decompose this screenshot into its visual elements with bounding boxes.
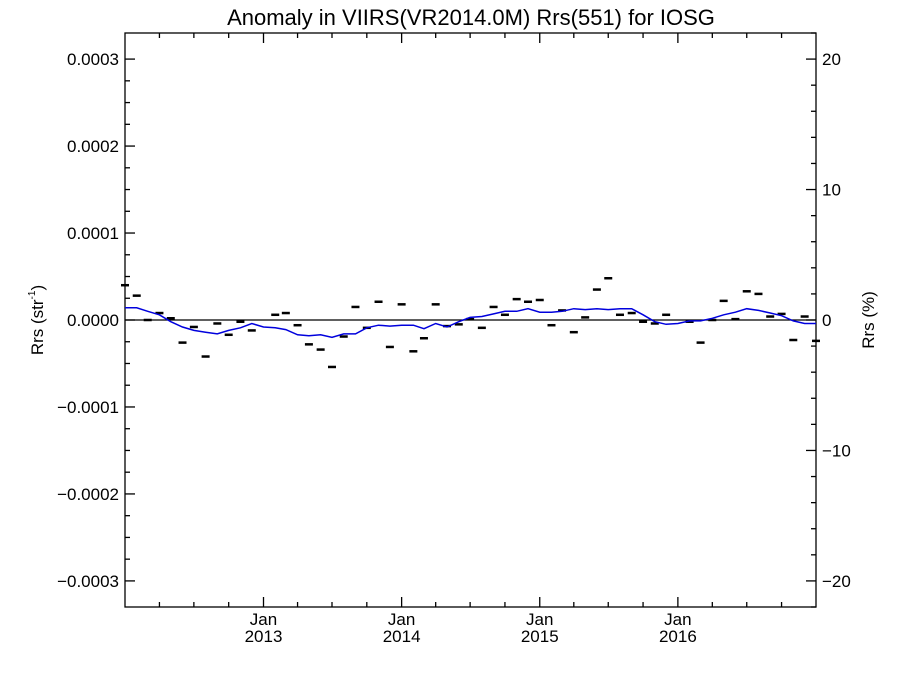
left-axis: 0.0003 0.0002 0.0001 0.0000 −0.0001 −0.0002 −0… [57,50,135,591]
left-tick-label: −0.0001 [57,398,119,417]
x-tick-month-label: Jan [388,610,415,629]
left-tick-label: −0.0002 [57,485,119,504]
x-tick-month-label: Jan [526,610,553,629]
right-tick-label: 20 [822,50,841,69]
left-tick-label: 0.0000 [67,311,119,330]
left-tick-label: 0.0002 [67,137,119,156]
chart-title: Anomaly in VIIRS(VR2014.0M) Rrs(551) for… [227,5,715,30]
right-tick-label: 10 [822,181,841,200]
x-tick-year-label: 2014 [383,627,421,646]
x-tick-month-label: Jan [664,610,691,629]
x-tick-month-label: Jan [250,610,277,629]
right-tick-label: 0 [822,311,831,330]
x-tick-year-label: 2013 [245,627,283,646]
left-axis-label: Rrs (str-1) [27,285,47,355]
right-tick-label: −10 [822,441,851,460]
left-tick-label: 0.0003 [67,50,119,69]
smoothed-anomaly-line [125,307,816,339]
series-layer [121,277,820,369]
x-tick-year-label: 2016 [659,627,697,646]
right-axis: 20 10 0 −10 −20 [806,32,851,608]
right-tick-label: −20 [822,572,851,591]
left-tick-label: −0.0003 [57,572,119,591]
left-tick-label: 0.0001 [67,224,119,243]
x-tick-year-label: 2015 [521,627,559,646]
right-axis-label: Rrs (%) [859,291,878,349]
